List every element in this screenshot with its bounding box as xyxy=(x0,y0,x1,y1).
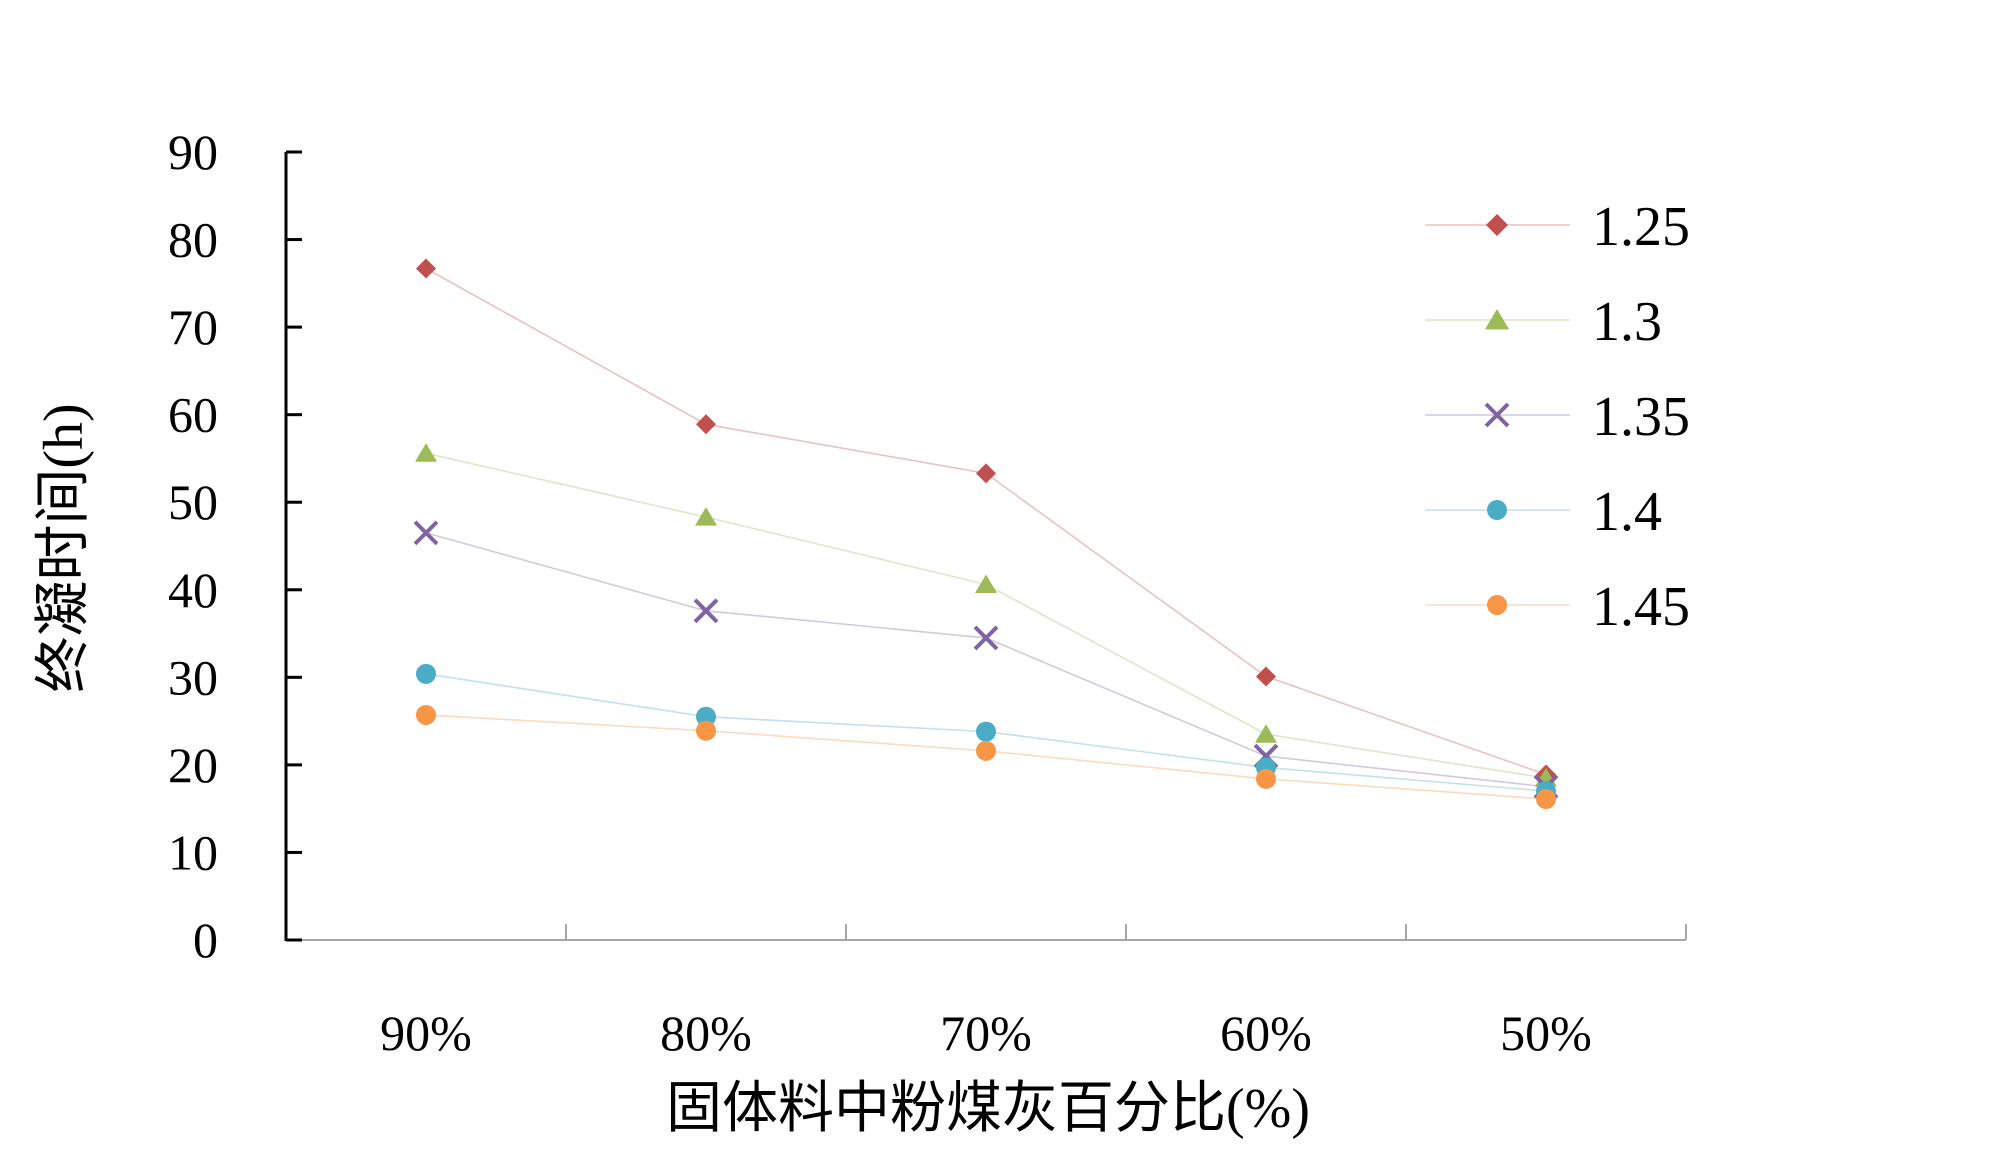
y-ticks: 0 10 20 30 40 50 60 70 80 90 xyxy=(168,124,302,968)
y-tick-label: 0 xyxy=(193,912,218,968)
data-point xyxy=(976,721,996,742)
legend-item-1.25: 1.25 xyxy=(1425,196,1690,258)
y-tick-label: 60 xyxy=(168,387,218,443)
x-marker-stroke xyxy=(973,625,999,651)
legend-label: 1.45 xyxy=(1592,576,1690,638)
data-point xyxy=(973,625,999,651)
data-point xyxy=(413,520,439,546)
x-tick-label: 50% xyxy=(1500,1005,1592,1061)
data-point xyxy=(416,663,436,684)
data-point xyxy=(975,574,997,594)
legend-marker xyxy=(1487,595,1507,615)
y-axis-title: 终凝时间(h) xyxy=(33,403,95,692)
data-point xyxy=(416,704,436,725)
data-point xyxy=(693,598,719,624)
x-ticks: 90% 80% 70% 60% 50% xyxy=(380,1005,1592,1061)
series-1.35 xyxy=(413,520,1559,800)
y-tick-label: 80 xyxy=(168,212,218,268)
x-axis-title: 固体料中粉煤灰百分比(%) xyxy=(666,1078,1310,1140)
series-group xyxy=(413,258,1559,810)
data-point xyxy=(1255,724,1277,743)
series-line xyxy=(425,267,1547,776)
y-tick-label: 10 xyxy=(168,824,218,880)
data-point xyxy=(976,463,996,484)
series-1.45 xyxy=(416,704,1556,810)
axes xyxy=(284,152,1687,941)
legend-label: 1.3 xyxy=(1592,291,1662,353)
y-tick-label: 50 xyxy=(168,474,218,530)
legend-marker xyxy=(1484,402,1510,428)
legend-marker xyxy=(1484,309,1510,330)
data-point xyxy=(976,740,996,761)
legend-marker xyxy=(1487,500,1507,520)
x-tick-label: 90% xyxy=(380,1005,472,1061)
legend-label: 1.4 xyxy=(1592,481,1662,543)
data-point xyxy=(1256,768,1276,789)
legend-item-1.4: 1.4 xyxy=(1425,481,1662,543)
series-1.25 xyxy=(416,258,1556,785)
y-tick-label: 90 xyxy=(168,124,218,180)
data-point xyxy=(696,720,716,741)
series-1.4 xyxy=(416,663,1556,802)
legend: 1.25 1.3 1.35 1.4 1.45 xyxy=(1425,196,1690,638)
data-point xyxy=(695,507,717,526)
legend-label: 1.35 xyxy=(1592,386,1690,448)
data-point xyxy=(696,414,716,435)
y-tick-label: 70 xyxy=(168,299,218,355)
x-marker-stroke xyxy=(693,598,719,624)
y-tick-label: 30 xyxy=(168,649,218,705)
x-tick-label: 60% xyxy=(1220,1005,1312,1061)
data-point xyxy=(1256,666,1276,687)
legend-item-1.45: 1.45 xyxy=(1425,576,1690,638)
data-point xyxy=(416,258,436,279)
y-tick-label: 40 xyxy=(168,562,218,618)
x-tick-label: 80% xyxy=(660,1005,752,1061)
y-tick-label: 20 xyxy=(168,737,218,793)
x-marker-stroke xyxy=(1484,402,1510,428)
data-point xyxy=(1536,789,1556,810)
x-marker-stroke xyxy=(413,520,439,546)
legend-marker xyxy=(1486,214,1508,236)
legend-item-1.3: 1.3 xyxy=(1425,291,1662,353)
data-point xyxy=(696,706,716,727)
legend-item-1.35: 1.35 xyxy=(1425,386,1690,448)
legend-label: 1.25 xyxy=(1592,196,1690,258)
x-tick-label: 70% xyxy=(940,1005,1032,1061)
data-point xyxy=(415,443,437,462)
